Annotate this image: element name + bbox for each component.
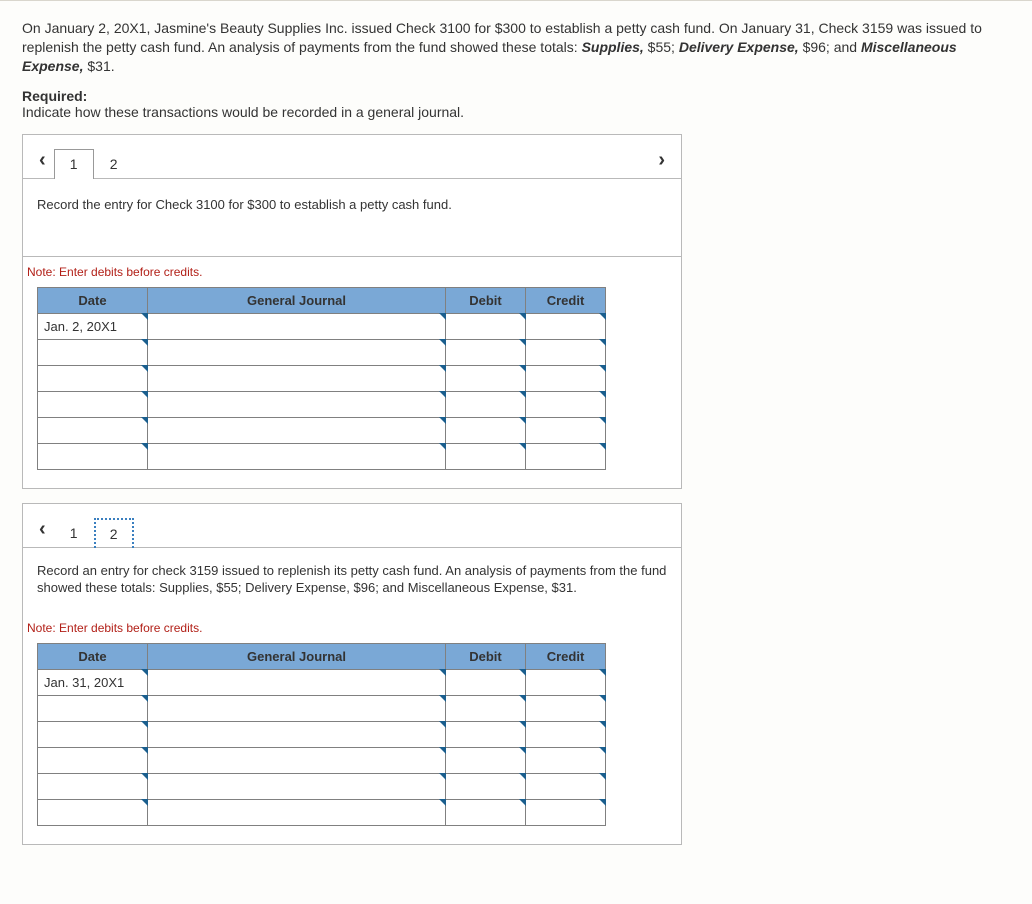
credit-cell[interactable] (526, 339, 606, 365)
journal-table-2: Date General Journal Debit Credit Jan. 3… (37, 643, 606, 826)
debit-cell[interactable] (446, 443, 526, 469)
debit-cell[interactable] (446, 747, 526, 773)
credit-cell[interactable] (526, 799, 606, 825)
date-cell[interactable] (38, 365, 148, 391)
tab-row: ‹ 1 2 › (23, 135, 681, 179)
col-credit-header: Credit (526, 287, 606, 313)
col-date-header: Date (38, 643, 148, 669)
gj-cell[interactable] (148, 799, 446, 825)
credit-cell[interactable] (526, 443, 606, 469)
date-cell[interactable] (38, 417, 148, 443)
tab-row: ‹ 1 2 (23, 504, 681, 548)
table-row (38, 773, 606, 799)
table-header-row: Date General Journal Debit Credit (38, 643, 606, 669)
debit-cell[interactable] (446, 339, 526, 365)
tab-2[interactable]: 2 (94, 149, 134, 179)
gj-cell[interactable] (148, 443, 446, 469)
credit-cell[interactable] (526, 669, 606, 695)
date-cell[interactable] (38, 747, 148, 773)
date-cell[interactable] (38, 443, 148, 469)
journal-section-2: ‹ 1 2 Record an entry for check 3159 iss… (22, 503, 682, 845)
date-cell[interactable]: Jan. 31, 20X1 (38, 669, 148, 695)
table-row (38, 417, 606, 443)
date-cell[interactable] (38, 799, 148, 825)
misc-val: $31. (83, 58, 114, 74)
gj-cell[interactable] (148, 773, 446, 799)
page: On January 2, 20X1, Jasmine's Beauty Sup… (0, 0, 1032, 904)
col-debit-header: Debit (446, 287, 526, 313)
table-header-row: Date General Journal Debit Credit (38, 287, 606, 313)
table-row (38, 391, 606, 417)
col-credit-header: Credit (526, 643, 606, 669)
note-text: Note: Enter debits before credits. (23, 613, 681, 643)
journal-table-1: Date General Journal Debit Credit Jan. 2… (37, 287, 606, 470)
date-cell[interactable] (38, 391, 148, 417)
date-cell[interactable] (38, 721, 148, 747)
instruction-box: Record an entry for check 3159 issued to… (23, 548, 681, 613)
delivery-label: Delivery Expense, (679, 39, 799, 55)
required-text: Indicate how these transactions would be… (22, 104, 464, 120)
credit-cell[interactable] (526, 391, 606, 417)
debit-cell[interactable] (446, 313, 526, 339)
date-cell[interactable] (38, 339, 148, 365)
debit-cell[interactable] (446, 417, 526, 443)
tab-1[interactable]: 1 (54, 518, 94, 548)
debit-cell[interactable] (446, 799, 526, 825)
problem-statement: On January 2, 20X1, Jasmine's Beauty Sup… (22, 19, 1010, 76)
gj-cell[interactable] (148, 417, 446, 443)
date-cell[interactable]: Jan. 2, 20X1 (38, 313, 148, 339)
table-row (38, 747, 606, 773)
col-gj-header: General Journal (148, 287, 446, 313)
journal-section-1: ‹ 1 2 › Record the entry for Check 3100 … (22, 134, 682, 489)
col-date-header: Date (38, 287, 148, 313)
note-text: Note: Enter debits before credits. (23, 257, 681, 287)
credit-cell[interactable] (526, 773, 606, 799)
credit-cell[interactable] (526, 313, 606, 339)
required-label: Required: (22, 88, 87, 104)
gj-cell[interactable] (148, 339, 446, 365)
col-debit-header: Debit (446, 643, 526, 669)
table-row: Jan. 2, 20X1 (38, 313, 606, 339)
tab-2[interactable]: 2 (94, 518, 134, 548)
table-row (38, 365, 606, 391)
debit-cell[interactable] (446, 773, 526, 799)
gj-cell[interactable] (148, 695, 446, 721)
date-cell[interactable] (38, 695, 148, 721)
prev-icon[interactable]: ‹ (31, 518, 54, 541)
instruction-box: Record the entry for Check 3100 for $300… (23, 179, 681, 257)
table-row (38, 799, 606, 825)
credit-cell[interactable] (526, 747, 606, 773)
debit-cell[interactable] (446, 695, 526, 721)
prev-icon[interactable]: ‹ (31, 149, 54, 172)
gj-cell[interactable] (148, 391, 446, 417)
date-cell[interactable] (38, 773, 148, 799)
gj-cell[interactable] (148, 365, 446, 391)
credit-cell[interactable] (526, 417, 606, 443)
debit-cell[interactable] (446, 721, 526, 747)
debit-cell[interactable] (446, 391, 526, 417)
table-row (38, 339, 606, 365)
gj-cell[interactable] (148, 313, 446, 339)
next-icon[interactable]: › (650, 149, 673, 172)
credit-cell[interactable] (526, 721, 606, 747)
supplies-label: Supplies, (582, 39, 644, 55)
delivery-val: $96; and (799, 39, 861, 55)
gj-cell[interactable] (148, 669, 446, 695)
gj-cell[interactable] (148, 721, 446, 747)
table-row (38, 443, 606, 469)
tab-1[interactable]: 1 (54, 149, 94, 179)
gj-cell[interactable] (148, 747, 446, 773)
credit-cell[interactable] (526, 695, 606, 721)
table-row (38, 695, 606, 721)
supplies-val: $55; (644, 39, 679, 55)
debit-cell[interactable] (446, 669, 526, 695)
table-row (38, 721, 606, 747)
credit-cell[interactable] (526, 365, 606, 391)
table-row: Jan. 31, 20X1 (38, 669, 606, 695)
required-block: Required: Indicate how these transaction… (22, 88, 1010, 120)
col-gj-header: General Journal (148, 643, 446, 669)
debit-cell[interactable] (446, 365, 526, 391)
